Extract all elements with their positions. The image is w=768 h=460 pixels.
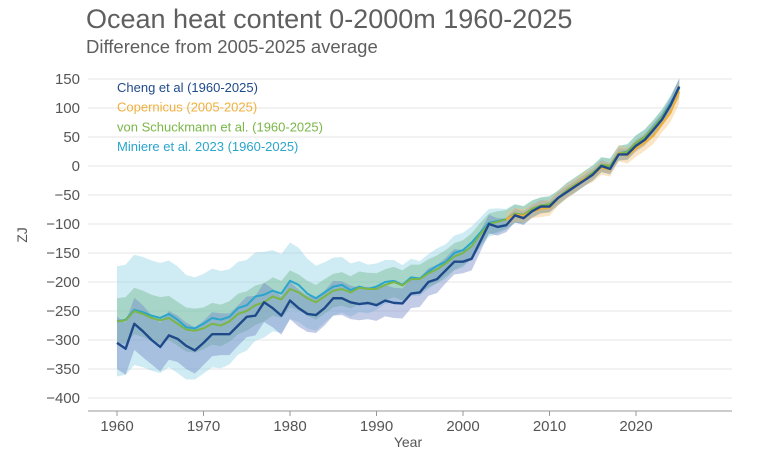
legend-entry: Cheng et al (1960-2025) xyxy=(117,80,258,95)
uncertainty-band xyxy=(117,79,680,353)
x-tick-label: 1960 xyxy=(100,418,133,435)
y-tick-label: −50 xyxy=(55,187,80,204)
y-tick-label: −400 xyxy=(46,390,80,407)
legend-entry: Copernicus (2005-2025) xyxy=(117,100,257,115)
y-axis-label: ZJ xyxy=(14,227,30,243)
y-tick-label: −100 xyxy=(46,216,80,233)
y-tick-label: 100 xyxy=(55,100,80,117)
x-tick-label: 2020 xyxy=(619,418,652,435)
y-tick-label: 50 xyxy=(63,129,80,146)
x-tick-label: 2010 xyxy=(533,418,566,435)
series-line xyxy=(116,86,681,352)
chart-title: Ocean heat content 0-2000m 1960-2025 xyxy=(86,4,573,34)
legend-entry: von Schuckmann et al. (1960-2025) xyxy=(117,119,323,134)
chart-subtitle: Difference from 2005-2025 average xyxy=(86,36,378,57)
legend-entry: Miniere et al. 2023 (1960-2025) xyxy=(117,139,298,154)
x-tick-label: 1990 xyxy=(360,418,393,435)
y-tick-label: −350 xyxy=(46,361,80,378)
x-axis-label: Year xyxy=(394,434,423,450)
x-tick-label: 1970 xyxy=(187,418,220,435)
y-tick-label: −250 xyxy=(46,303,80,320)
y-tick-label: −300 xyxy=(46,332,80,349)
y-tick-label: −150 xyxy=(46,245,80,262)
y-tick-label: 150 xyxy=(55,71,80,88)
uncertainty-band xyxy=(117,78,680,375)
y-tick-label: −200 xyxy=(46,274,80,291)
x-tick-label: 1980 xyxy=(273,418,306,435)
y-tick-label: 0 xyxy=(72,158,80,175)
uncertainty-band xyxy=(506,80,680,227)
x-tick-label: 2000 xyxy=(446,418,479,435)
